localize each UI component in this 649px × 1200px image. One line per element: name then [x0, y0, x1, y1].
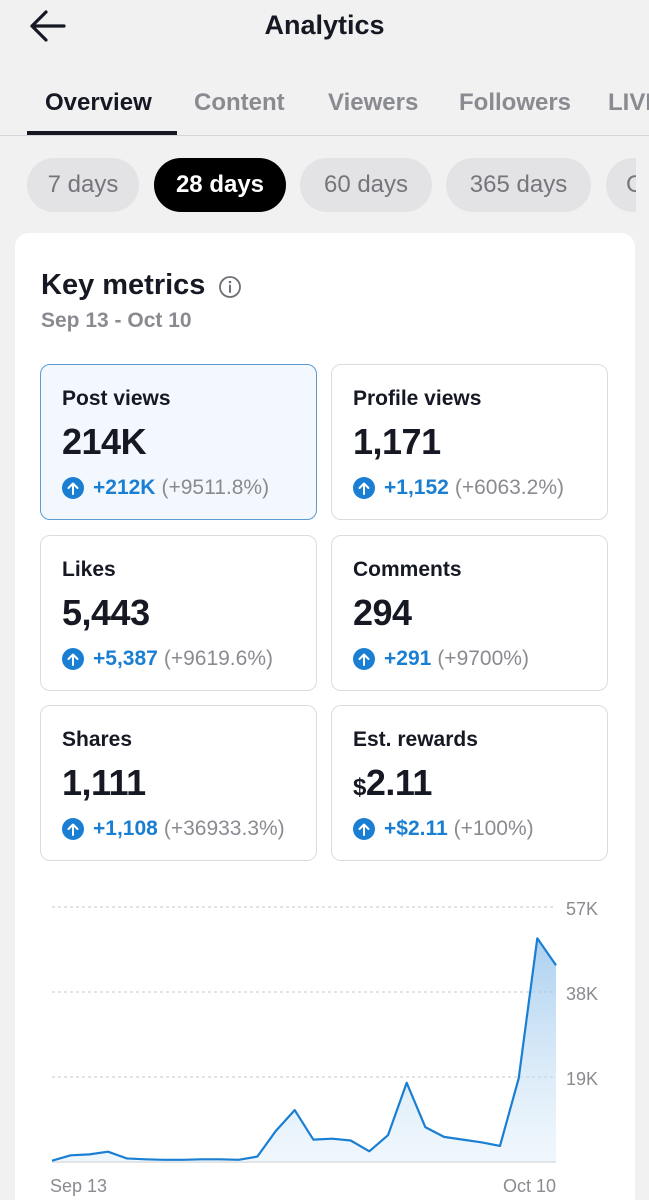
metric-profile-views[interactable]: Profile views 1,171 +1,152 (+6063.2%)	[331, 364, 608, 520]
range-custom[interactable]: Custom	[606, 158, 636, 212]
top-bar: Analytics Overview Content Viewers Follo…	[0, 0, 649, 136]
tab-bar: Overview Content Viewers Followers LIVE	[0, 86, 649, 136]
metric-change: +1,108 (+36933.3%)	[62, 816, 285, 842]
date-range-label: Sep 13 - Oct 10	[41, 309, 192, 332]
tab-content[interactable]: Content	[194, 89, 285, 116]
date-range-selector: 7 days 28 days 60 days 365 days Custom	[0, 158, 636, 214]
metric-likes[interactable]: Likes 5,443 +5,387 (+9619.6%)	[40, 535, 317, 691]
page-title: Analytics	[264, 10, 385, 40]
metric-label: Profile views	[353, 387, 482, 410]
metric-change: +291 (+9700%)	[353, 646, 529, 672]
key-metrics-card: Key metrics Sep 13 - Oct 10 Post views 2…	[15, 233, 635, 1200]
metric-label: Post views	[62, 387, 171, 410]
metric-change: +5,387 (+9619.6%)	[62, 646, 273, 672]
active-tab-indicator	[27, 131, 177, 135]
range-28-days[interactable]: 28 days	[154, 158, 286, 212]
metric-comments[interactable]: Comments 294 +291 (+9700%)	[331, 535, 608, 691]
metric-value: 214K	[62, 421, 147, 462]
tab-viewers[interactable]: Viewers	[328, 89, 419, 116]
metric-label: Est. rewards	[353, 728, 478, 751]
metric-label: Likes	[62, 558, 116, 581]
info-icon[interactable]	[218, 275, 242, 299]
arrow-up-icon	[62, 477, 84, 499]
arrow-up-icon	[62, 648, 84, 670]
tab-overview[interactable]: Overview	[45, 89, 152, 116]
metric-value: 5,443	[62, 592, 150, 633]
metric-change: +$2.11 (+100%)	[353, 816, 534, 842]
metric-value: 1,171	[353, 421, 441, 462]
arrow-up-icon	[353, 818, 375, 840]
range-7-days[interactable]: 7 days	[27, 158, 139, 212]
metric-shares[interactable]: Shares 1,111 +1,108 (+36933.3%)	[40, 705, 317, 861]
arrow-up-icon	[353, 477, 375, 499]
key-metrics-title: Key metrics	[41, 269, 206, 301]
back-button[interactable]	[22, 6, 72, 46]
range-60-days[interactable]: 60 days	[300, 158, 432, 212]
metric-value: 294	[353, 592, 412, 633]
metric-post-views[interactable]: Post views 214K +212K (+9511.8%)	[40, 364, 317, 520]
metric-change: +1,152 (+6063.2%)	[353, 475, 564, 501]
arrow-left-icon	[30, 10, 66, 42]
metric-value: 1,111	[62, 762, 146, 803]
arrow-up-icon	[62, 818, 84, 840]
arrow-up-icon	[353, 648, 375, 670]
tab-live[interactable]: LIVE	[608, 89, 649, 116]
metric-value: $2.11	[353, 762, 432, 803]
range-365-days[interactable]: 365 days	[446, 158, 591, 212]
metric-est-rewards[interactable]: Est. rewards $2.11 +$2.11 (+100%)	[331, 705, 608, 861]
tab-followers[interactable]: Followers	[459, 89, 572, 116]
metric-label: Comments	[353, 558, 462, 581]
metric-change: +212K (+9511.8%)	[62, 475, 269, 501]
metric-label: Shares	[62, 728, 133, 751]
